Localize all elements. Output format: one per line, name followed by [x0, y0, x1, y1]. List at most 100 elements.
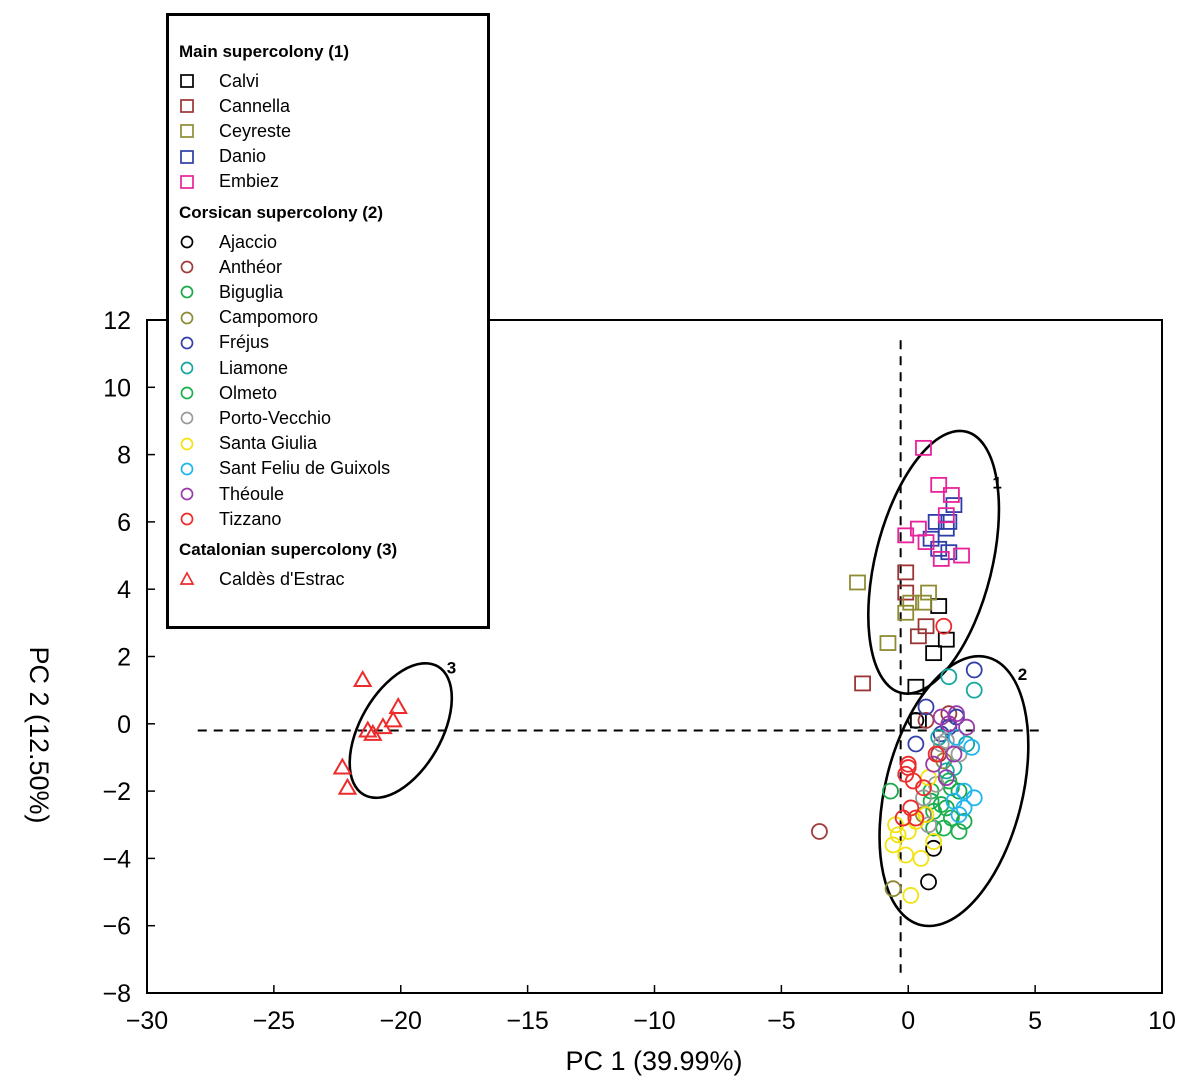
legend-marker-triangle — [179, 571, 195, 586]
y-tick-label: −4 — [102, 845, 131, 873]
point-antheor — [940, 705, 958, 723]
legend-item-label: Sant Feliu de Guixols — [219, 458, 391, 479]
point-caldes-d-estrac — [332, 757, 353, 775]
legend-item-liamone: Liamone — [179, 356, 288, 380]
legend-item-campomoro: Campomoro — [179, 306, 318, 330]
legend-item-label: Théoule — [219, 483, 285, 504]
legend-item-antheor: Anthéor — [179, 255, 282, 279]
point-calvi — [925, 645, 943, 662]
cluster-label-1: 1 — [992, 473, 1001, 492]
y-tick-label: 2 — [117, 644, 131, 672]
point-caldes-d-estrac — [373, 717, 393, 735]
point-tizzano — [935, 617, 953, 635]
point-frejus — [917, 698, 935, 716]
point-olmeto — [940, 772, 958, 790]
legend-item-label: Biguglia — [219, 281, 284, 302]
legend-item-danio: Danio — [179, 145, 266, 169]
point-sant-feliu-de-guixols — [948, 728, 965, 746]
point-santa-giulia — [884, 836, 902, 854]
cluster-ellipse-2 — [878, 654, 1030, 928]
legend: Main supercolony (1) Calvi Cannella Ceyrest… — [166, 13, 490, 629]
legend-item-label: Embiez — [219, 171, 280, 192]
point-cannella — [897, 564, 915, 581]
point-cannella — [917, 618, 935, 635]
point-porto-vecchio — [937, 732, 955, 750]
point-cannella — [854, 675, 871, 692]
point-ceyreste — [879, 635, 897, 651]
x-tick-label: −5 — [767, 1007, 796, 1035]
y-tick-label: −2 — [102, 778, 131, 806]
legend-item-embiez: Embiez — [179, 170, 279, 194]
legend-item-label: Cannella — [219, 95, 291, 116]
legend-marker-circle — [180, 386, 194, 400]
legend-item-sant-feliu-de-guixols: Sant Feliu de Guixols — [179, 457, 390, 481]
point-ajaccio — [920, 873, 937, 891]
legend-item-label: Santa Giulia — [219, 433, 318, 454]
point-theoule — [945, 745, 963, 763]
point-ajaccio — [925, 839, 943, 857]
legend-marker-square — [180, 174, 194, 189]
point-theoule — [958, 718, 976, 736]
point-sant-feliu-de-guixols — [963, 738, 981, 756]
point-ceyreste — [920, 584, 937, 601]
legend-item-calvi: Calvi — [179, 69, 259, 93]
point-caldes-d-estrac — [352, 670, 373, 688]
point-embiez — [917, 534, 935, 550]
legend-item-olmeto: Olmeto — [179, 381, 277, 405]
legend-marker-circle — [180, 311, 194, 324]
point-porto-vecchio — [915, 789, 932, 807]
legend-item-label: Caldès d'Estrac — [219, 568, 345, 589]
point-santa-giulia — [902, 887, 920, 904]
cluster-ellipse-3 — [348, 661, 454, 800]
y-tick-label: 10 — [103, 374, 131, 402]
legend-item-label: Porto-Vecchio — [219, 407, 332, 428]
legend-item-label: Ceyreste — [219, 120, 292, 141]
point-frejus — [965, 661, 983, 679]
point-embiez — [937, 507, 955, 524]
point-ceyreste — [915, 594, 932, 611]
point-embiez — [953, 547, 970, 564]
point-porto-vecchio — [950, 745, 968, 763]
y-tick-label: 6 — [117, 509, 131, 537]
x-tick-label: −15 — [506, 1007, 548, 1035]
legend-item-label: Ajaccio — [219, 231, 278, 252]
legend-marker-circle — [180, 487, 194, 501]
point-tizzano — [907, 809, 925, 827]
point-tizzano — [899, 755, 917, 773]
legend-marker-circle — [180, 286, 194, 299]
point-ajaccio — [907, 712, 925, 729]
y-tick-label: 0 — [117, 711, 131, 739]
point-embiez — [942, 487, 960, 503]
point-danio — [922, 530, 940, 547]
legend-item-theoule: Théoule — [179, 482, 284, 506]
x-axis-ticks: −30 −25 −20 −15 −10 −5 0 5 10 — [126, 985, 1176, 1035]
point-santa-giulia — [889, 826, 907, 844]
point-cannella — [897, 584, 915, 601]
point-biguglia — [950, 782, 968, 800]
y-tick-label: −6 — [102, 913, 131, 941]
point-frejus — [907, 735, 925, 753]
legend-item-porto-vecchio: Porto-Vecchio — [179, 406, 331, 430]
point-porto-vecchio — [920, 816, 937, 834]
legend-item-label: Calvi — [219, 70, 260, 91]
x-tick-label: 5 — [1028, 1007, 1042, 1035]
point-liamone — [940, 668, 958, 686]
legend-marker-circle — [180, 437, 194, 450]
cluster-labels: 1 2 3 — [447, 473, 1027, 684]
y-tick-label: −8 — [102, 980, 131, 1008]
legend-item-label: Anthéor — [219, 256, 283, 277]
x-axis-label: PC 1 (39.99%) — [565, 1046, 742, 1076]
x-tick-label: −20 — [380, 1007, 422, 1035]
point-calvi — [930, 598, 948, 614]
point-antheor — [917, 712, 935, 729]
x-tick-label: −30 — [126, 1007, 168, 1035]
cluster-label-3: 3 — [447, 658, 456, 677]
legend-marker-circle — [180, 512, 194, 526]
cluster-ellipses — [348, 429, 1030, 928]
point-embiez — [930, 476, 948, 493]
y-axis-ticks: −8 −6 −4 −2 0 2 4 6 8 10 12 — [102, 307, 155, 1008]
point-santa-giulia — [912, 850, 930, 867]
data-points — [332, 439, 983, 904]
legend-item-ajaccio: Ajaccio — [179, 230, 277, 254]
point-embiez — [932, 551, 950, 567]
